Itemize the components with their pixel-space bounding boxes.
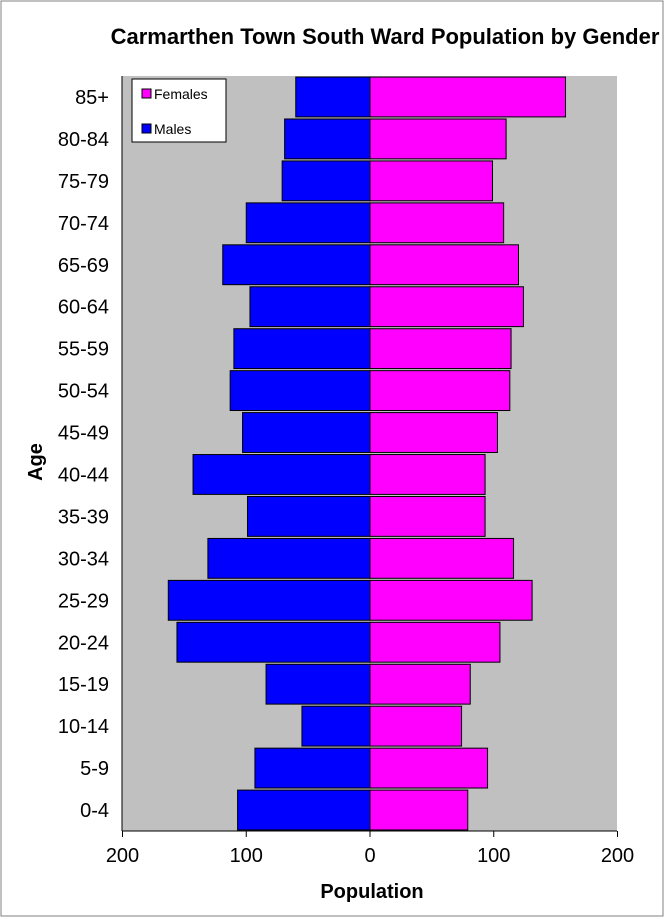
x-tick-label: 200	[601, 845, 634, 867]
bar-females-20-24	[369, 621, 501, 663]
bar-males-0-4	[237, 789, 371, 831]
bar-females-65-69	[369, 244, 519, 286]
bar-males-30-34	[207, 537, 371, 579]
y-tick-label-70-74: 70-74	[58, 213, 109, 235]
y-tick-label-25-29: 25-29	[58, 590, 109, 612]
x-tick-label: 200	[106, 845, 139, 867]
bar-females-35-39	[369, 495, 486, 537]
bar-females-80-84	[369, 118, 507, 160]
x-tick-label: 100	[230, 845, 263, 867]
bar-females-55-59	[369, 328, 512, 370]
bar-females-5-9	[369, 747, 489, 789]
legend-swatch-females	[141, 88, 152, 99]
bar-males-35-39	[246, 495, 371, 537]
bar-males-45-49	[242, 412, 371, 453]
bar-females-10-14	[369, 705, 463, 747]
bar-males-75-79	[281, 160, 371, 202]
bar-females-0-4	[369, 789, 469, 831]
bar-males-10-14	[301, 705, 371, 747]
legend-label-females: Females	[154, 86, 208, 102]
bar-males-70-74	[245, 202, 371, 244]
y-tick-label-80-84: 80-84	[58, 129, 109, 151]
y-tick-label-45-49: 45-49	[58, 423, 109, 445]
x-tick-labels: 200 100 0 100 200	[106, 831, 634, 867]
y-tick-label-20-24: 20-24	[58, 632, 109, 654]
legend: Females Males	[131, 78, 227, 143]
y-axis-title: Age	[25, 443, 47, 481]
y-tick-label-75-79: 75-79	[58, 171, 109, 193]
bar-males-40-44	[192, 454, 371, 495]
bar-females-30-34	[369, 537, 515, 579]
y-tick-label-85+: 85+	[75, 87, 109, 109]
bars-layer	[167, 76, 567, 831]
y-tick-label-50-54: 50-54	[58, 381, 109, 403]
x-tick-label: 100	[477, 845, 510, 867]
chart-title: Carmarthen Town South Ward Population by…	[111, 24, 660, 49]
y-tick-label-60-64: 60-64	[58, 297, 109, 319]
bar-females-25-29	[369, 579, 533, 621]
y-tick-labels: 0-4 5-9 10-14 15-19 20-24 25-29 30-34 35-39 40-4…	[58, 87, 109, 822]
y-tick-label-15-19: 15-19	[58, 674, 109, 696]
bar-males-25-29	[167, 579, 371, 621]
x-tick-label: 0	[364, 845, 375, 867]
y-tick-label-0-4: 0-4	[80, 800, 109, 822]
y-tick-label-30-34: 30-34	[58, 548, 109, 570]
bar-females-40-44	[369, 454, 486, 495]
bar-females-75-79	[369, 160, 494, 202]
y-tick-label-55-59: 55-59	[58, 339, 109, 361]
y-tick-label-65-69: 65-69	[58, 255, 109, 277]
y-tick-label-35-39: 35-39	[58, 506, 109, 528]
bar-females-45-49	[369, 412, 498, 453]
legend-swatch-males	[141, 123, 152, 134]
bar-females-85+	[369, 76, 567, 118]
bar-females-70-74	[369, 202, 505, 244]
bar-males-55-59	[233, 328, 371, 370]
bar-males-20-24	[176, 621, 371, 663]
y-tick-label-10-14: 10-14	[58, 716, 109, 738]
bar-males-5-9	[254, 747, 371, 789]
legend-label-males: Males	[154, 121, 191, 137]
bar-males-15-19	[265, 663, 371, 705]
y-tick-label-40-44: 40-44	[58, 464, 109, 486]
x-axis-title: Population	[320, 881, 423, 903]
bar-females-60-64	[369, 286, 524, 328]
bar-males-60-64	[249, 286, 371, 328]
bar-males-80-84	[284, 118, 371, 160]
bar-males-85+	[295, 76, 371, 118]
bar-females-50-54	[369, 370, 511, 412]
bar-females-15-19	[369, 663, 471, 705]
plot-area	[122, 76, 617, 831]
bar-males-50-54	[229, 370, 371, 412]
y-tick-label-5-9: 5-9	[80, 758, 109, 780]
bar-males-65-69	[222, 244, 371, 286]
